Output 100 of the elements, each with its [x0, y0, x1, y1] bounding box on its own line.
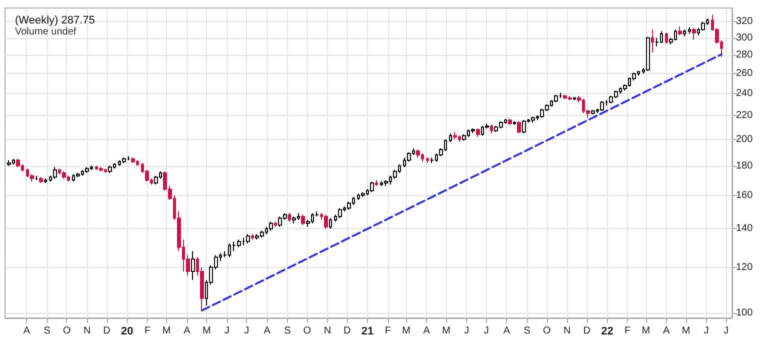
candlestick: [251, 234, 254, 240]
x-tick-label: A: [23, 326, 30, 336]
x-tick-label: F: [624, 326, 631, 336]
candlestick: [122, 157, 126, 164]
x-tick-label: A: [423, 326, 430, 336]
candlestick: [131, 157, 135, 164]
x-tick-label: S: [44, 326, 51, 336]
x-tick-label: J: [244, 326, 250, 336]
candlestick: [361, 192, 365, 198]
x-tick-label: F: [144, 326, 151, 336]
candlestick: [191, 250, 195, 281]
y-tick-label: 120: [736, 262, 754, 273]
candlestick: [426, 157, 429, 164]
x-tick-label: F: [384, 326, 391, 336]
candlestick: [384, 180, 388, 187]
candlestick: [554, 94, 558, 103]
text: (Weekly) 287.75: [15, 14, 95, 26]
x-tick-label: D: [344, 326, 351, 336]
candlestick: [513, 120, 516, 126]
candlestick: [108, 165, 112, 174]
y-tick-label: 320: [736, 16, 754, 28]
candlestick: [44, 178, 47, 184]
y-tick-label: 260: [736, 68, 754, 80]
x-tick-label: 20: [121, 326, 134, 338]
x-tick-label: N: [83, 326, 91, 336]
y-tick-label: 280: [736, 50, 754, 61]
candlestick: [274, 221, 277, 228]
x-tick-label: A: [503, 326, 510, 336]
candlestick: [508, 118, 512, 126]
x-tick-label: N: [564, 326, 571, 336]
x-tick-label: S: [284, 326, 292, 336]
candlestick: [416, 149, 420, 158]
x-tick-label: M: [442, 326, 450, 336]
candlestick: [329, 218, 332, 230]
candlestick: [370, 181, 374, 193]
y-tick-label: 240: [736, 88, 754, 100]
candlestick: [476, 128, 480, 138]
x-tick-label: A: [662, 326, 670, 336]
x-tick-label: O: [303, 326, 312, 336]
candlestick: [269, 221, 273, 231]
y-tick-label: 140: [736, 223, 754, 234]
y-tick-label: 100: [736, 307, 754, 318]
candlestick: [683, 29, 686, 37]
candlestick: [62, 170, 66, 180]
candlestick: [16, 158, 20, 168]
y-tick-label: 220: [736, 110, 754, 122]
x-tick-label: O: [542, 326, 551, 336]
x-tick-label: O: [62, 326, 71, 336]
candlestick: [39, 176, 43, 184]
candlestick: [678, 26, 682, 36]
x-tick-label: N: [324, 326, 332, 336]
candlestick: [471, 128, 475, 134]
x-tick-label: D: [583, 326, 590, 336]
candlestick: [324, 214, 328, 230]
candlestick: [85, 166, 89, 174]
x-tick-label: 21: [361, 326, 374, 338]
candlestick: [531, 116, 535, 123]
candlestick: [490, 124, 493, 134]
candlestick: [692, 28, 696, 40]
x-tick-label: M: [162, 326, 171, 336]
x-tick-label: J: [724, 326, 729, 336]
x-tick-label: J: [464, 326, 470, 336]
x-tick-label: J: [484, 326, 489, 336]
candlestick: [7, 160, 11, 166]
candlestick: [573, 96, 576, 101]
x-tick-label: J: [704, 326, 709, 336]
x-tick-label: S: [524, 326, 531, 336]
candlestick: [430, 157, 434, 164]
candlestick: [288, 212, 291, 222]
y-tick-label: 160: [736, 190, 754, 201]
candlestick: [651, 29, 654, 53]
candlestick: [301, 214, 305, 226]
candlestick: [154, 175, 158, 186]
candlestick: [517, 120, 521, 134]
candlestick: [99, 166, 103, 172]
x-tick-label: J: [224, 326, 230, 336]
candlestick: [522, 120, 526, 134]
candlestick: [665, 32, 668, 44]
x-tick-label: A: [184, 326, 191, 336]
candlestick: [76, 172, 80, 178]
candlestick: [453, 131, 457, 140]
candlestick: [591, 109, 595, 115]
y-tick-label: 200: [736, 134, 754, 145]
candlestick: [449, 132, 452, 142]
candlestick: [338, 208, 342, 219]
candlestick: [53, 166, 57, 180]
candlestick: [646, 36, 650, 72]
candlestick: [246, 234, 250, 244]
x-tick-label: M: [402, 326, 410, 336]
x-tick-label: 22: [601, 326, 614, 338]
candlestick: [462, 134, 466, 142]
candlestick: [375, 180, 378, 187]
x-tick-label: A: [264, 326, 271, 336]
x-tick-label: M: [202, 326, 211, 336]
candlestick: [688, 26, 691, 34]
candlestick: [347, 201, 351, 210]
x-tick-label: M: [642, 326, 650, 336]
x-tick-label: M: [682, 326, 690, 336]
candlestick: [292, 216, 296, 224]
y-tick-label: 300: [736, 32, 754, 44]
